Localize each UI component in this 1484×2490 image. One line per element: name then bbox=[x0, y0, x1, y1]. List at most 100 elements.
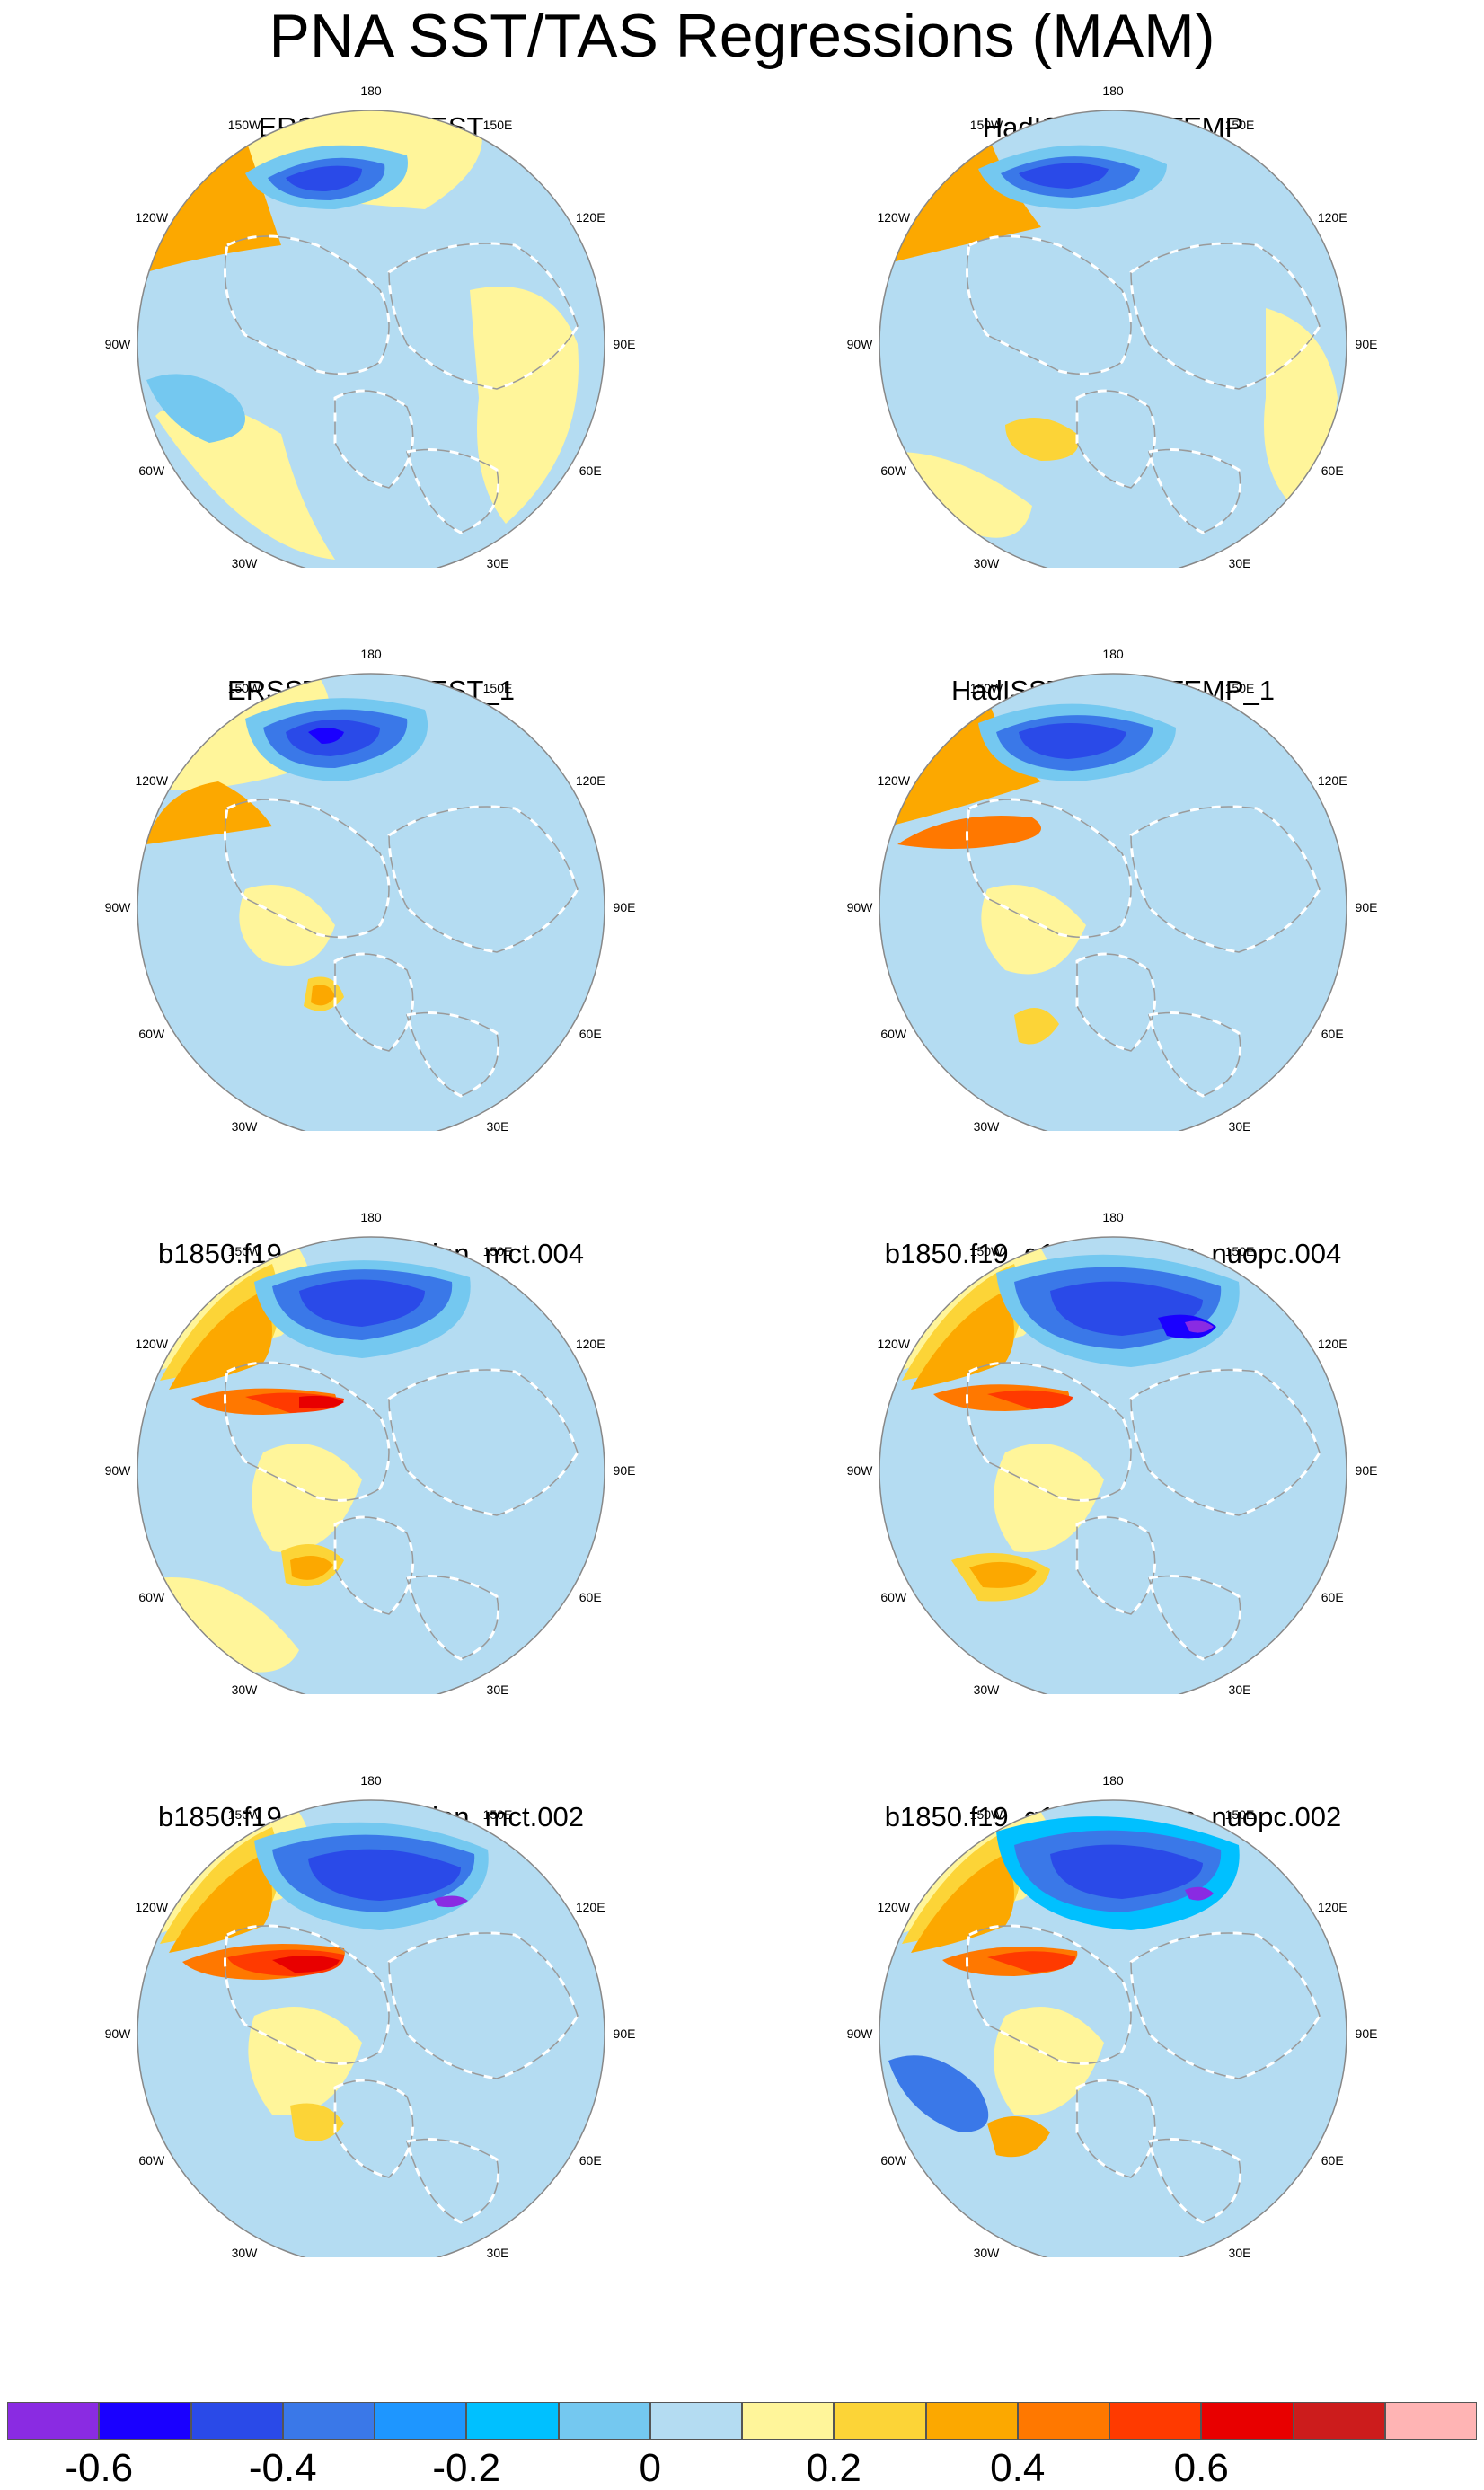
longitude-label: 30E bbox=[1229, 2246, 1251, 2257]
longitude-label: 60W bbox=[880, 1590, 907, 1604]
contour-region bbox=[434, 1895, 468, 1908]
missing-data-edge bbox=[224, 234, 391, 375]
coastlines bbox=[224, 1361, 579, 1661]
coastline bbox=[1076, 1516, 1156, 1615]
missing-data-edge bbox=[224, 1361, 391, 1502]
colorbar-label: 0.2 bbox=[806, 2446, 861, 2490]
contour-region bbox=[1050, 1844, 1203, 1899]
missing-data-edge bbox=[1147, 2138, 1242, 2224]
colorbar-swatch bbox=[190, 2402, 283, 2440]
coastlines bbox=[224, 234, 579, 534]
longitude-label: 30W bbox=[974, 1119, 1001, 1131]
colorbar-swatch bbox=[649, 2402, 742, 2440]
contour-region bbox=[146, 781, 272, 844]
contour-region bbox=[1019, 723, 1126, 759]
longitude-label: 120E bbox=[1318, 1900, 1347, 1914]
missing-data-edge bbox=[405, 1011, 500, 1098]
longitude-label: 150W bbox=[970, 118, 1003, 132]
longitude-label: 120W bbox=[877, 1337, 910, 1351]
polar-map: 180150E120E90E60E30E030W60W90W120W150W bbox=[847, 84, 1377, 568]
map-boundary bbox=[137, 110, 605, 568]
contour-region bbox=[272, 1956, 340, 1973]
longitude-label: 180 bbox=[360, 1773, 382, 1788]
contour-region bbox=[897, 816, 1041, 849]
contour-region bbox=[299, 1279, 425, 1327]
longitude-label: 150W bbox=[970, 1807, 1003, 1822]
colorbar-swatch bbox=[466, 2402, 559, 2440]
longitude-label: 60W bbox=[138, 1027, 165, 1041]
longitude-label: 60E bbox=[579, 1590, 602, 1604]
contour-region bbox=[248, 2007, 362, 2115]
polar-map: 180150E120E90E60E30E030W60W90W120W150W bbox=[847, 1210, 1377, 1694]
coastline bbox=[1130, 243, 1321, 390]
longitude-label: 180 bbox=[1102, 1210, 1124, 1224]
coastline bbox=[1130, 806, 1321, 953]
longitude-label: 30W bbox=[232, 1119, 259, 1131]
longitude-label: 120E bbox=[576, 1900, 605, 1914]
longitude-label: 120W bbox=[135, 1337, 168, 1351]
colorbar-swatch bbox=[282, 2402, 375, 2440]
longitude-label: 180 bbox=[1102, 1773, 1124, 1788]
longitude-label: 180 bbox=[360, 647, 382, 661]
longitude-label: 30W bbox=[232, 1682, 259, 1694]
coastline bbox=[388, 1369, 579, 1516]
map-panel: HadISST / GISTEMP1920-2018180150E120E90E… bbox=[742, 0, 1484, 568]
longitude-label: 90E bbox=[614, 1463, 636, 1478]
longitude-label: 150E bbox=[1225, 1244, 1255, 1258]
regression-field bbox=[888, 1800, 1240, 2158]
longitude-label: 30E bbox=[487, 1119, 509, 1131]
longitude-label: 180 bbox=[1102, 647, 1124, 661]
colorbar-swatch bbox=[834, 2402, 926, 2440]
longitude-label: 120E bbox=[1318, 1337, 1347, 1351]
colorbar-swatch bbox=[1201, 2402, 1294, 2440]
colorbar-label: -0.6 bbox=[65, 2446, 134, 2490]
map-boundary bbox=[137, 673, 605, 1131]
map-panel: b1850.f19_g17.validation_mct.0021-100180… bbox=[0, 1690, 742, 2257]
colorbar-swatch bbox=[99, 2402, 191, 2440]
colorbar: -0.6 -0.4 -0.2 0 0.2 0.4 0.6 bbox=[0, 2402, 1484, 2490]
contour-region bbox=[1185, 1886, 1214, 1901]
coastline bbox=[334, 2079, 414, 2178]
longitude-label: 90E bbox=[1356, 900, 1378, 914]
map-boundary bbox=[137, 1236, 605, 1694]
coastlines bbox=[966, 1361, 1321, 1661]
longitude-label: 120W bbox=[135, 773, 168, 788]
colorbar-swatch bbox=[742, 2402, 835, 2440]
coastline bbox=[1130, 1369, 1321, 1516]
coastline bbox=[1076, 390, 1156, 489]
longitude-label: 90W bbox=[847, 1463, 874, 1478]
contour-region bbox=[1005, 418, 1079, 461]
longitude-label: 90E bbox=[614, 2026, 636, 2041]
colorbar-label: -0.4 bbox=[248, 2446, 317, 2490]
regression-field bbox=[897, 1237, 1240, 1602]
longitude-label: 120E bbox=[1318, 210, 1347, 225]
missing-data-edge bbox=[966, 1924, 1133, 2065]
coastline bbox=[388, 243, 579, 390]
contour-region bbox=[286, 165, 362, 191]
longitude-label: 60W bbox=[880, 464, 907, 478]
longitude-label: 90W bbox=[105, 2026, 132, 2041]
contour-region bbox=[1014, 1008, 1059, 1045]
longitude-label: 30W bbox=[974, 1682, 1001, 1694]
longitude-label: 120E bbox=[576, 210, 605, 225]
map-panel: b1850.f19_g17.validation_mct.0041-100180… bbox=[0, 1126, 742, 1694]
longitude-label: 120W bbox=[877, 1900, 910, 1914]
map-boundary bbox=[879, 110, 1347, 568]
contour-region bbox=[311, 985, 335, 1006]
longitude-label: 60W bbox=[880, 1027, 907, 1041]
longitude-label: 30E bbox=[1229, 1119, 1251, 1131]
polar-map: 180150E120E90E60E30E030W60W90W120W150W bbox=[105, 647, 635, 1131]
longitude-label: 180 bbox=[360, 1210, 382, 1224]
regression-field bbox=[155, 1800, 489, 2141]
contour-region bbox=[897, 452, 1032, 538]
contour-region bbox=[1185, 1320, 1214, 1333]
contour-region bbox=[299, 1395, 344, 1409]
coastlines bbox=[224, 1924, 579, 2224]
longitude-label: 150E bbox=[483, 1244, 513, 1258]
longitude-label: 30E bbox=[487, 1682, 509, 1694]
longitude-label: 180 bbox=[360, 84, 382, 98]
longitude-label: 150E bbox=[1225, 1807, 1255, 1822]
longitude-label: 120E bbox=[576, 773, 605, 788]
regression-field bbox=[888, 696, 1176, 1045]
